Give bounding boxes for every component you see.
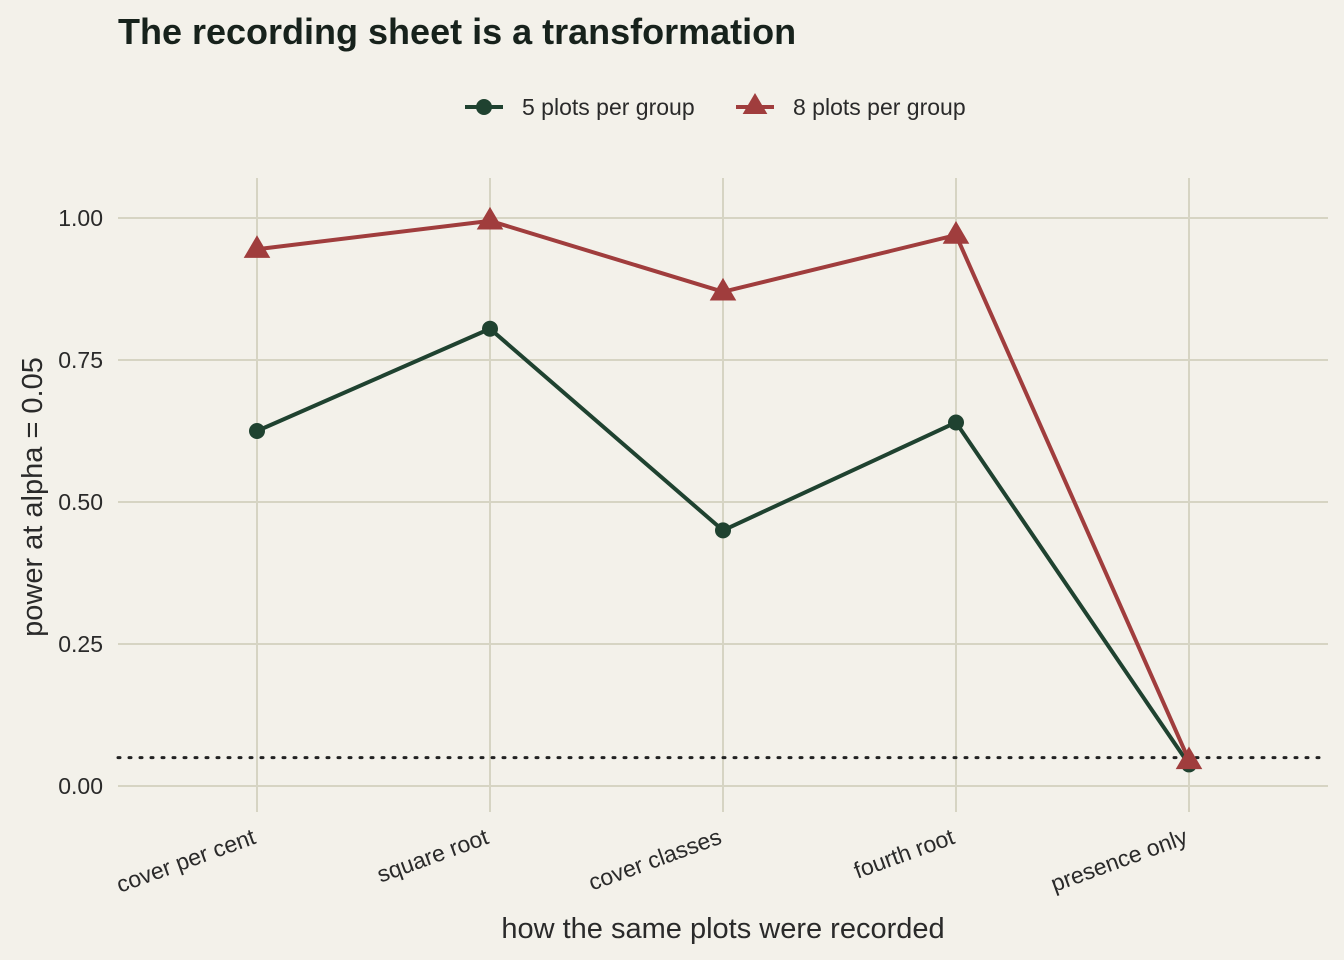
legend-circle-marker bbox=[476, 99, 492, 115]
y-tick-label: 1.00 bbox=[58, 205, 103, 231]
x-tick-labels: cover per cent square root cover classes fo… bbox=[113, 823, 1191, 897]
x-tick-label-square-root: square root bbox=[373, 823, 492, 887]
data-point-8-plots-per-group-square-root bbox=[476, 206, 504, 230]
y-tick-label: 0.00 bbox=[58, 773, 103, 799]
data-point-5-plots-per-group-cover-classes bbox=[715, 522, 731, 539]
legend-triangle-marker bbox=[742, 93, 768, 115]
data-point-8-plots-per-group-cover-per-cent bbox=[243, 235, 271, 258]
data-point-5-plots-per-group-fourth-root bbox=[948, 414, 964, 431]
y-tick-labels: 0.00 0.25 0.50 0.75 1.00 bbox=[58, 205, 103, 799]
series-8-plots-per-group bbox=[243, 206, 1203, 770]
data-point-8-plots-per-group-fourth-root bbox=[942, 221, 970, 244]
legend-item-8-plots-per-group: 8 plots per group bbox=[736, 93, 966, 120]
data-point-5-plots-per-group-square-root bbox=[482, 320, 498, 337]
y-tick-label: 0.75 bbox=[58, 347, 103, 373]
data-point-8-plots-per-group-presence-only bbox=[1175, 746, 1203, 770]
grid-lines bbox=[118, 178, 1328, 812]
y-axis-title: power at alpha = 0.05 bbox=[17, 357, 49, 637]
data-point-5-plots-per-group-cover-per-cent bbox=[249, 423, 265, 439]
x-tick-label-cover-classes: cover classes bbox=[585, 823, 725, 895]
chart-title: The recording sheet is a transformation bbox=[118, 11, 796, 52]
legend-label: 5 plots per group bbox=[522, 94, 695, 120]
legend-label: 8 plots per group bbox=[793, 94, 966, 120]
x-tick-label-fourth-root: fourth root bbox=[850, 823, 958, 883]
y-tick-label: 0.50 bbox=[58, 489, 103, 515]
x-tick-label-presence-only: presence only bbox=[1047, 823, 1191, 897]
x-axis-title: how the same plots were recorded bbox=[501, 913, 944, 945]
y-tick-label: 0.25 bbox=[58, 631, 103, 657]
data-point-8-plots-per-group-cover-classes bbox=[709, 277, 737, 301]
x-tick-label-cover-per-cent: cover per cent bbox=[113, 823, 259, 897]
legend-item-5-plots-per-group: 5 plots per group bbox=[465, 94, 695, 120]
series-group bbox=[243, 206, 1203, 773]
chart-legend: 5 plots per group 8 plots per group bbox=[465, 93, 966, 120]
